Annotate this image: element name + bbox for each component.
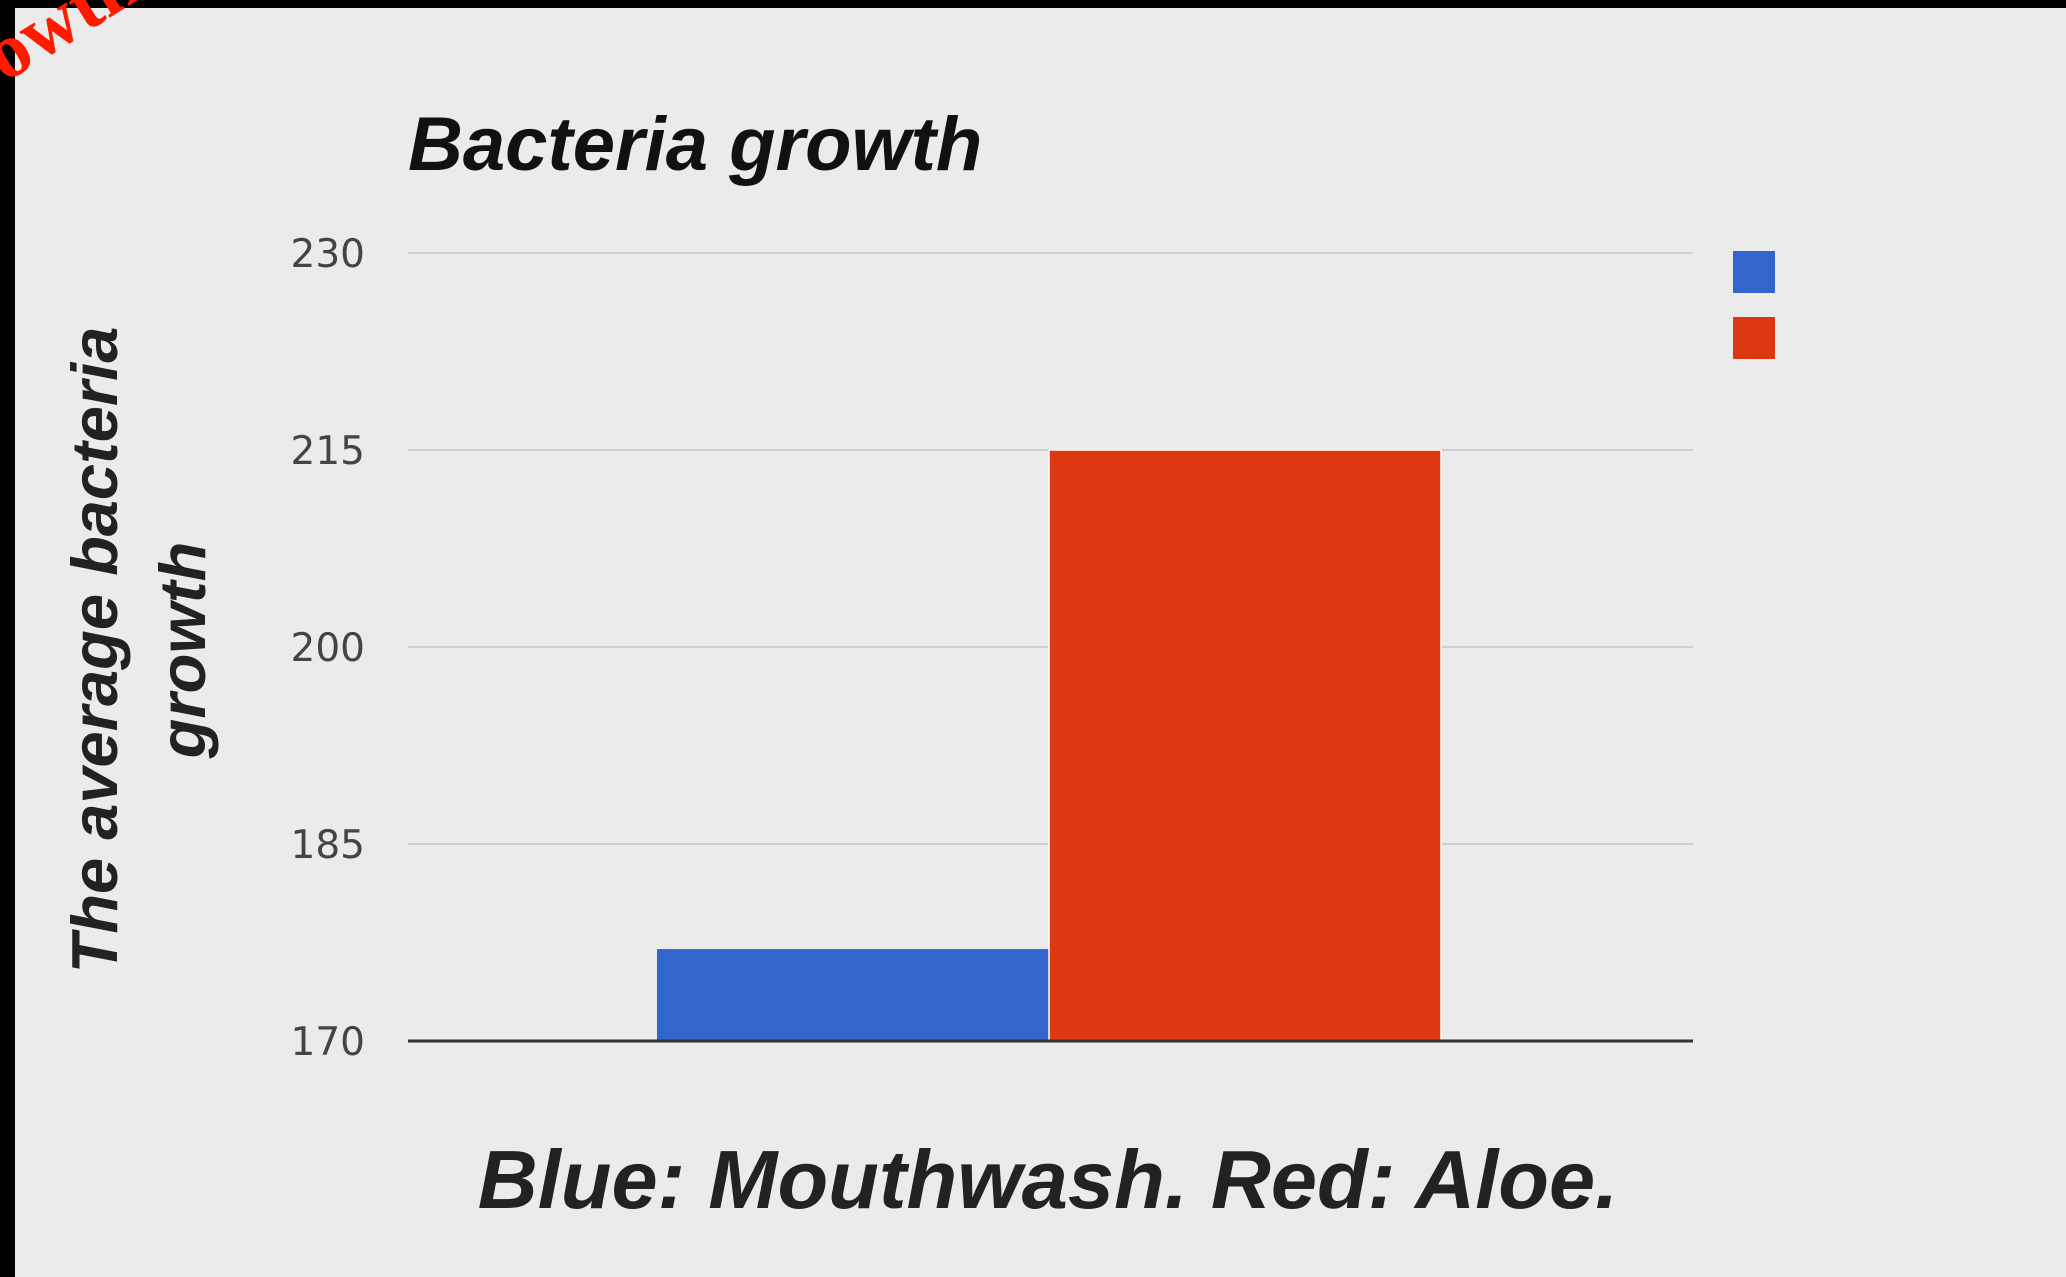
y-axis-title-line-1: The average bacteria: [58, 327, 131, 974]
x-axis-title: Blue: Mouthwash. Red: Aloe.: [478, 1133, 1618, 1226]
y-axis-title: The average bacteria growth: [58, 327, 219, 974]
bar-series-2: [1048, 449, 1442, 1042]
y-tick-label: 230: [291, 232, 365, 277]
legend: [1733, 251, 1775, 359]
bar-series-1: [657, 949, 1049, 1041]
corner-text: owth: [0, 0, 154, 97]
bars: [657, 449, 1442, 1042]
corner-text-fragment: owth: [0, 0, 154, 97]
y-axis-title-line-2: growth: [146, 542, 219, 760]
y-tick-label: 185: [291, 823, 365, 868]
y-tick-label: 170: [291, 1020, 365, 1065]
legend-swatch-1: [1733, 251, 1775, 293]
chart-title: Bacteria growth: [408, 102, 982, 187]
y-tick-labels: 230 215 200 185 170: [291, 232, 365, 1065]
legend-swatch-2: [1733, 317, 1775, 359]
y-tick-label: 215: [291, 429, 365, 474]
bar-chart: 230 215 200 185 170 Bacteria growth The aver…: [58, 102, 1775, 1226]
y-tick-label: 200: [291, 626, 365, 671]
